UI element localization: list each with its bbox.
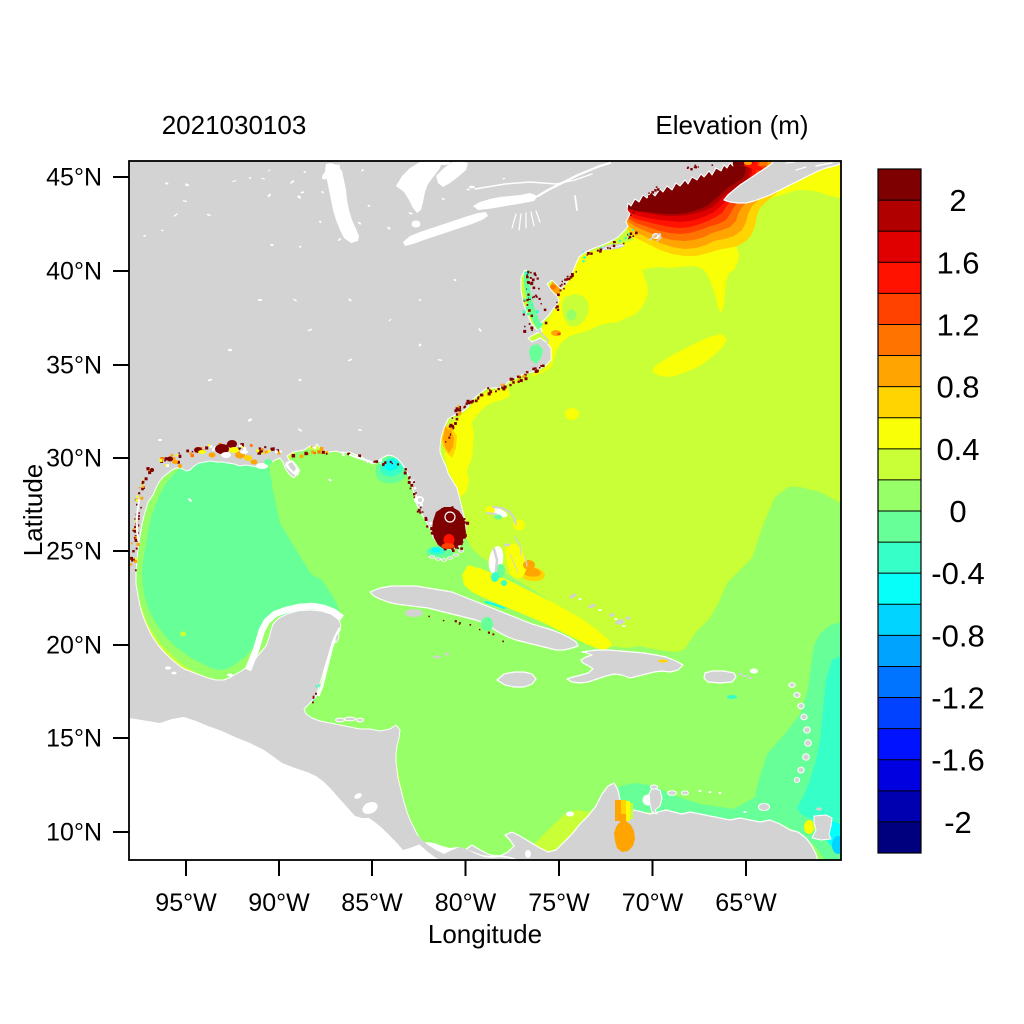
svg-text:-1.6: -1.6 [931,743,984,778]
svg-text:25°N: 25°N [46,538,102,566]
svg-text:80°W: 80°W [435,889,497,917]
svg-text:2021030103: 2021030103 [162,110,307,140]
svg-text:0.4: 0.4 [936,432,979,467]
svg-text:35°N: 35°N [46,352,102,380]
svg-text:30°N: 30°N [46,445,102,473]
svg-text:15°N: 15°N [46,725,102,753]
svg-text:Elevation (m): Elevation (m) [655,110,808,140]
svg-text:90°W: 90°W [248,889,310,917]
svg-text:0.8: 0.8 [936,370,979,405]
svg-text:0: 0 [949,494,966,529]
svg-text:40°N: 40°N [46,258,102,286]
svg-text:1.6: 1.6 [936,245,979,280]
svg-text:95°W: 95°W [155,889,217,917]
svg-text:20°N: 20°N [46,632,102,660]
svg-text:45°N: 45°N [46,164,102,192]
svg-text:-1.2: -1.2 [931,681,984,716]
svg-text:2: 2 [949,183,966,218]
svg-text:-2: -2 [944,805,972,840]
svg-text:Longitude: Longitude [428,919,542,949]
svg-text:10°N: 10°N [46,819,102,847]
svg-text:-0.4: -0.4 [931,556,984,591]
svg-text:Latitude: Latitude [18,464,48,557]
svg-text:-0.8: -0.8 [931,618,984,653]
svg-text:85°W: 85°W [341,889,403,917]
svg-text:70°W: 70°W [622,889,684,917]
svg-text:65°W: 65°W [715,889,777,917]
svg-text:75°W: 75°W [528,889,590,917]
svg-text:1.2: 1.2 [936,308,979,343]
